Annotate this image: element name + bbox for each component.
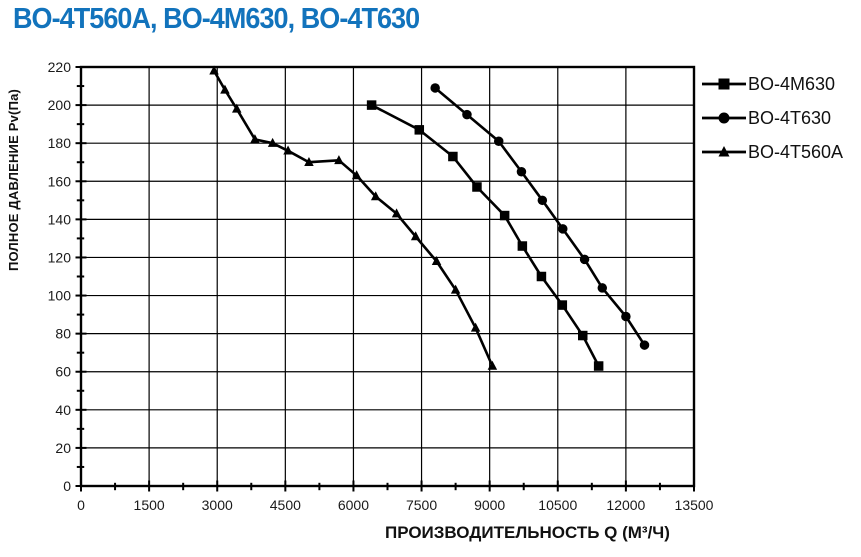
svg-text:1500: 1500 [134, 497, 165, 513]
svg-text:9000: 9000 [474, 497, 505, 513]
svg-text:7500: 7500 [406, 497, 437, 513]
svg-text:200: 200 [48, 97, 72, 113]
svg-text:180: 180 [48, 135, 72, 151]
svg-text:220: 220 [48, 59, 72, 75]
svg-text:100: 100 [48, 288, 72, 304]
axis-ticks [75, 66, 695, 492]
svg-text:6000: 6000 [338, 497, 369, 513]
svg-text:80: 80 [55, 326, 71, 342]
legend-item-bo-4t630: BO-4T630 [700, 101, 860, 135]
svg-text:12000: 12000 [606, 497, 645, 513]
svg-text:4500: 4500 [270, 497, 301, 513]
svg-text:10500: 10500 [538, 497, 577, 513]
chart-title: BO-4T560A, BO-4M630, BO-4T630 [13, 3, 420, 35]
legend: BO-4M630 BO-4T630 BO-4T560A [700, 67, 860, 169]
svg-text:0: 0 [77, 497, 85, 513]
legend-label-bo-4t630: BO-4T630 [748, 107, 832, 128]
y-tick-labels: 0 20 40 60 80 100 120 140 160 180 200 220 [48, 59, 72, 494]
gridlines [81, 67, 694, 486]
svg-text:60: 60 [55, 364, 71, 380]
legend-item-bo-4m630: BO-4M630 [700, 67, 860, 101]
svg-text:160: 160 [48, 173, 72, 189]
legend-label-bo-4t560a: BO-4T560A [748, 141, 844, 162]
svg-text:140: 140 [48, 211, 72, 227]
circle-marker-icon [702, 112, 746, 124]
triangle-marker-icon [702, 146, 746, 157]
svg-text:20: 20 [55, 440, 71, 456]
y-axis-title: ПОЛНОЕ ДАВЛЕНИЕ Pv(Па) [6, 88, 21, 272]
legend-item-bo-4t560a: BO-4T560A [700, 135, 860, 169]
x-axis-title: ПРОИЗВОДИТЕЛЬНОСТЬ Q (М³/Ч) [385, 523, 670, 542]
svg-text:13500: 13500 [675, 497, 714, 513]
svg-text:3000: 3000 [202, 497, 233, 513]
svg-text:120: 120 [48, 249, 72, 265]
svg-text:0: 0 [63, 478, 71, 494]
svg-text:40: 40 [55, 402, 71, 418]
series-bo-4t630 [430, 83, 650, 350]
square-marker-icon [702, 78, 746, 90]
legend-label-bo-4m630: BO-4M630 [748, 73, 836, 94]
series-bo-4t560a [209, 65, 498, 370]
plot-border [79, 65, 696, 488]
series-bo-4m630 [366, 100, 604, 371]
x-tick-labels: 0 1500 3000 4500 6000 7500 9000 10500 12000 13500 [77, 497, 714, 513]
